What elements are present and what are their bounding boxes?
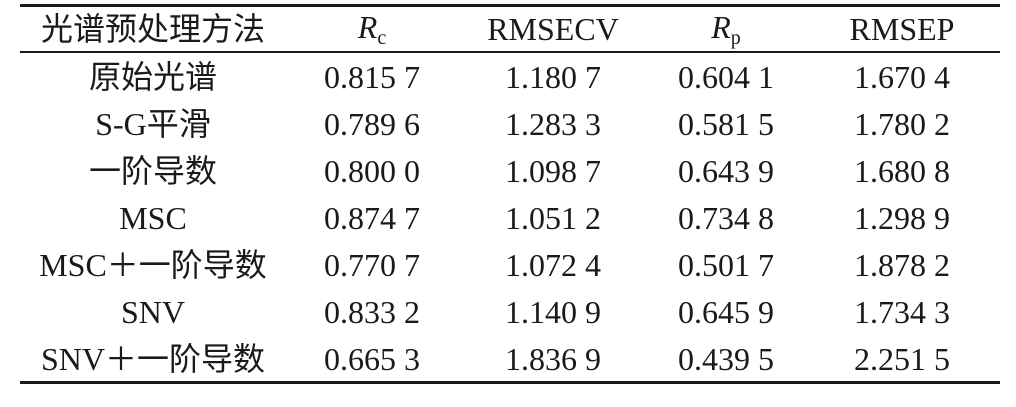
cell-rp: 0.439 5 [678, 341, 774, 377]
cell-rmsecv: 1.283 3 [505, 106, 601, 142]
header-rc-main: R [357, 8, 378, 45]
cell-rp: 0.501 7 [678, 247, 774, 283]
table-row: SNV＋一阶导数 0.665 3 1.836 9 0.439 5 2.251 5 [20, 337, 1000, 381]
cell-rmsep: 1.680 8 [854, 153, 950, 189]
cell-method: 原始光谱 [88, 59, 217, 95]
table-header-rule [20, 51, 1000, 53]
header-rmsecv: RMSECV [487, 11, 619, 47]
cell-rp: 0.643 9 [678, 153, 774, 189]
cell-method: SNV＋一阶导数 [40, 341, 266, 377]
header-rp: Rp [648, 11, 804, 48]
table-row: 原始光谱 0.815 7 1.180 7 0.604 1 1.670 4 [20, 55, 1000, 99]
table-row: 一阶导数 0.800 0 1.098 7 0.643 9 1.680 8 [20, 149, 1000, 193]
cell-rc: 0.874 7 [324, 200, 420, 236]
header-rp-main: R [711, 8, 731, 45]
cell-rmsep: 1.780 2 [854, 106, 950, 142]
cell-rmsep: 1.878 2 [854, 247, 950, 283]
table-top-rule [20, 4, 1000, 7]
cell-rp: 0.645 9 [678, 294, 774, 330]
cell-rmsecv: 1.140 9 [505, 294, 601, 330]
cell-rmsep: 1.298 9 [854, 200, 950, 236]
cell-method: MSC＋一阶导数 [39, 247, 267, 283]
cell-rc: 0.800 0 [324, 153, 420, 189]
cell-method: SNV [120, 294, 185, 330]
header-rmsep: RMSEP [849, 11, 955, 47]
cell-rmsecv: 1.180 7 [505, 59, 601, 95]
header-rc-sub: c [377, 26, 387, 49]
cell-method: 一阶导数 [88, 153, 217, 189]
table-row: S-G平滑 0.789 6 1.283 3 0.581 5 1.780 2 [20, 102, 1000, 146]
cell-rc: 0.770 7 [324, 247, 420, 283]
cell-rc: 0.833 2 [324, 294, 420, 330]
cell-method: S-G平滑 [95, 106, 211, 142]
cell-method: MSC [119, 200, 187, 236]
table-bottom-rule [20, 381, 1000, 384]
cell-rmsecv: 1.051 2 [505, 200, 601, 236]
cell-rmsecv: 1.836 9 [505, 341, 601, 377]
cell-rp: 0.734 8 [678, 200, 774, 236]
cell-rmsep: 2.251 5 [854, 341, 950, 377]
cell-rc: 0.789 6 [324, 106, 420, 142]
table-row: MSC＋一阶导数 0.770 7 1.072 4 0.501 7 1.878 2 [20, 243, 1000, 287]
header-rp-sub: p [730, 26, 741, 49]
header-rc: Rc [286, 11, 458, 48]
header-method: 光谱预处理方法 [40, 11, 265, 47]
cell-rmsep: 1.734 3 [854, 294, 950, 330]
table-row: SNV 0.833 2 1.140 9 0.645 9 1.734 3 [20, 290, 1000, 334]
cell-rmsecv: 1.098 7 [505, 153, 601, 189]
cell-rmsep: 1.670 4 [854, 59, 950, 95]
cell-rmsecv: 1.072 4 [505, 247, 601, 283]
table-header-row: 光谱预处理方法 Rc RMSECV Rp RMSEP [20, 7, 1000, 51]
cell-rc: 0.815 7 [324, 59, 420, 95]
cell-rp: 0.581 5 [678, 106, 774, 142]
table-row: MSC 0.874 7 1.051 2 0.734 8 1.298 9 [20, 196, 1000, 240]
cell-rp: 0.604 1 [678, 59, 774, 95]
cell-rc: 0.665 3 [324, 341, 420, 377]
